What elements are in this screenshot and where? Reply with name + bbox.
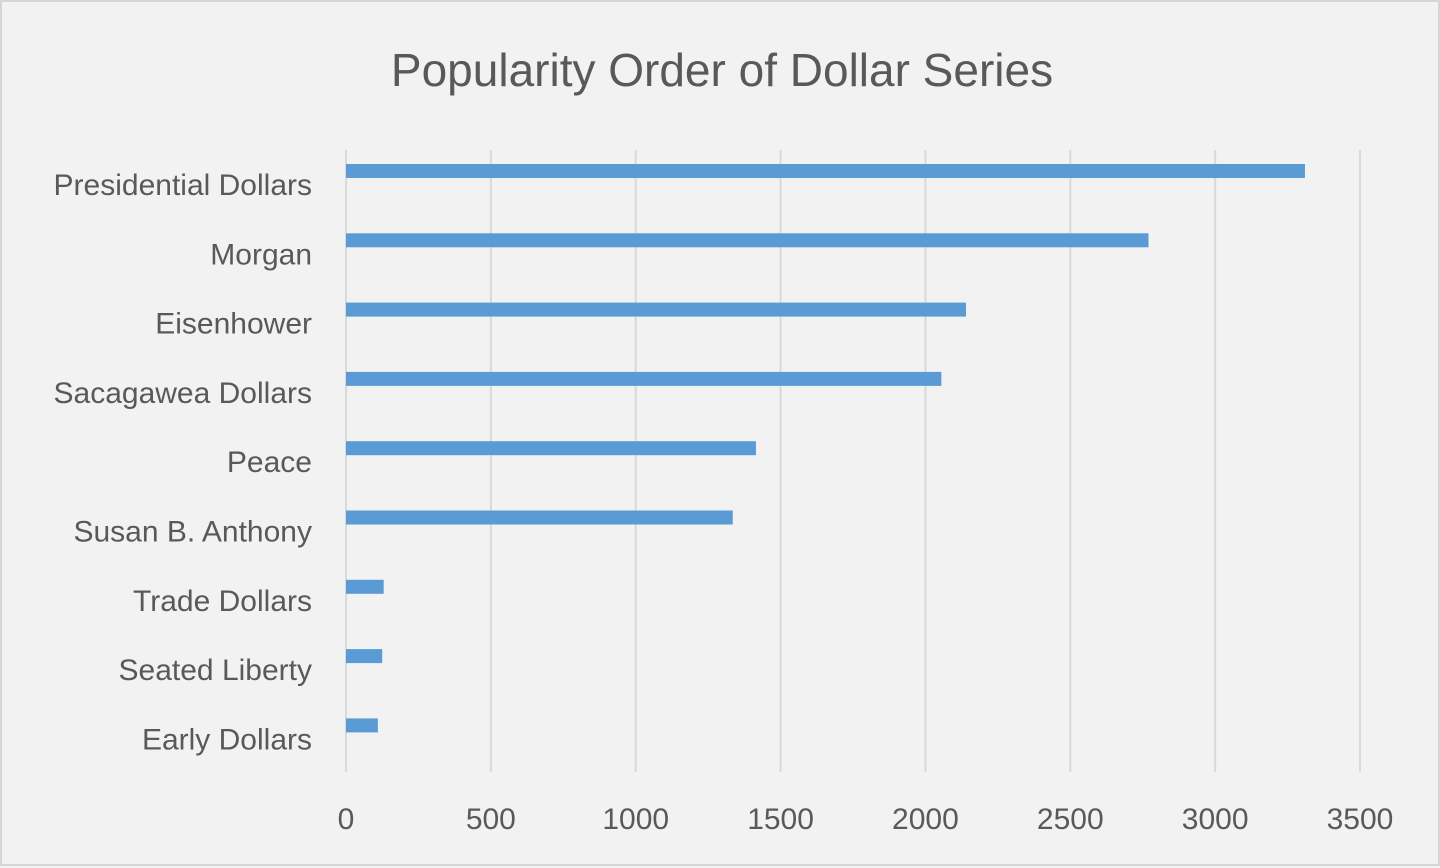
bar xyxy=(346,510,733,525)
bars xyxy=(346,164,1305,733)
x-tick-label: 0 xyxy=(338,803,355,836)
category-label: Susan B. Anthony xyxy=(73,516,312,549)
bar xyxy=(346,164,1305,178)
category-label: Eisenhower xyxy=(155,308,312,341)
bar xyxy=(346,371,942,386)
category-label: Trade Dollars xyxy=(133,585,312,618)
bar xyxy=(346,441,756,456)
bar xyxy=(346,233,1149,248)
bar xyxy=(346,649,383,664)
bar xyxy=(346,302,966,317)
x-axis-tick-labels: 0 500 1000 1500 2000 2500 3000 3500 xyxy=(338,803,1394,836)
category-label: Presidential Dollars xyxy=(54,169,312,202)
bar xyxy=(346,718,378,733)
x-tick-label: 2500 xyxy=(1037,803,1104,836)
category-label: Morgan xyxy=(210,238,312,271)
category-labels: Presidential Dollars Morgan Eisenhower Saca… xyxy=(54,169,312,756)
x-tick-label: 500 xyxy=(466,803,516,836)
category-label: Seated Liberty xyxy=(119,654,312,687)
x-tick-label: 1500 xyxy=(747,803,814,836)
x-tick-label: 1000 xyxy=(602,803,669,836)
x-tick-label: 2000 xyxy=(892,803,959,836)
x-tick-label: 3500 xyxy=(1327,803,1394,836)
category-label: Sacagawea Dollars xyxy=(54,377,312,410)
chart-title: Popularity Order of Dollar Series xyxy=(391,44,1053,96)
category-label: Early Dollars xyxy=(142,723,312,756)
bar xyxy=(346,579,384,594)
x-tick-label: 3000 xyxy=(1182,803,1249,836)
category-label: Peace xyxy=(227,446,312,479)
gridlines xyxy=(345,150,1361,772)
